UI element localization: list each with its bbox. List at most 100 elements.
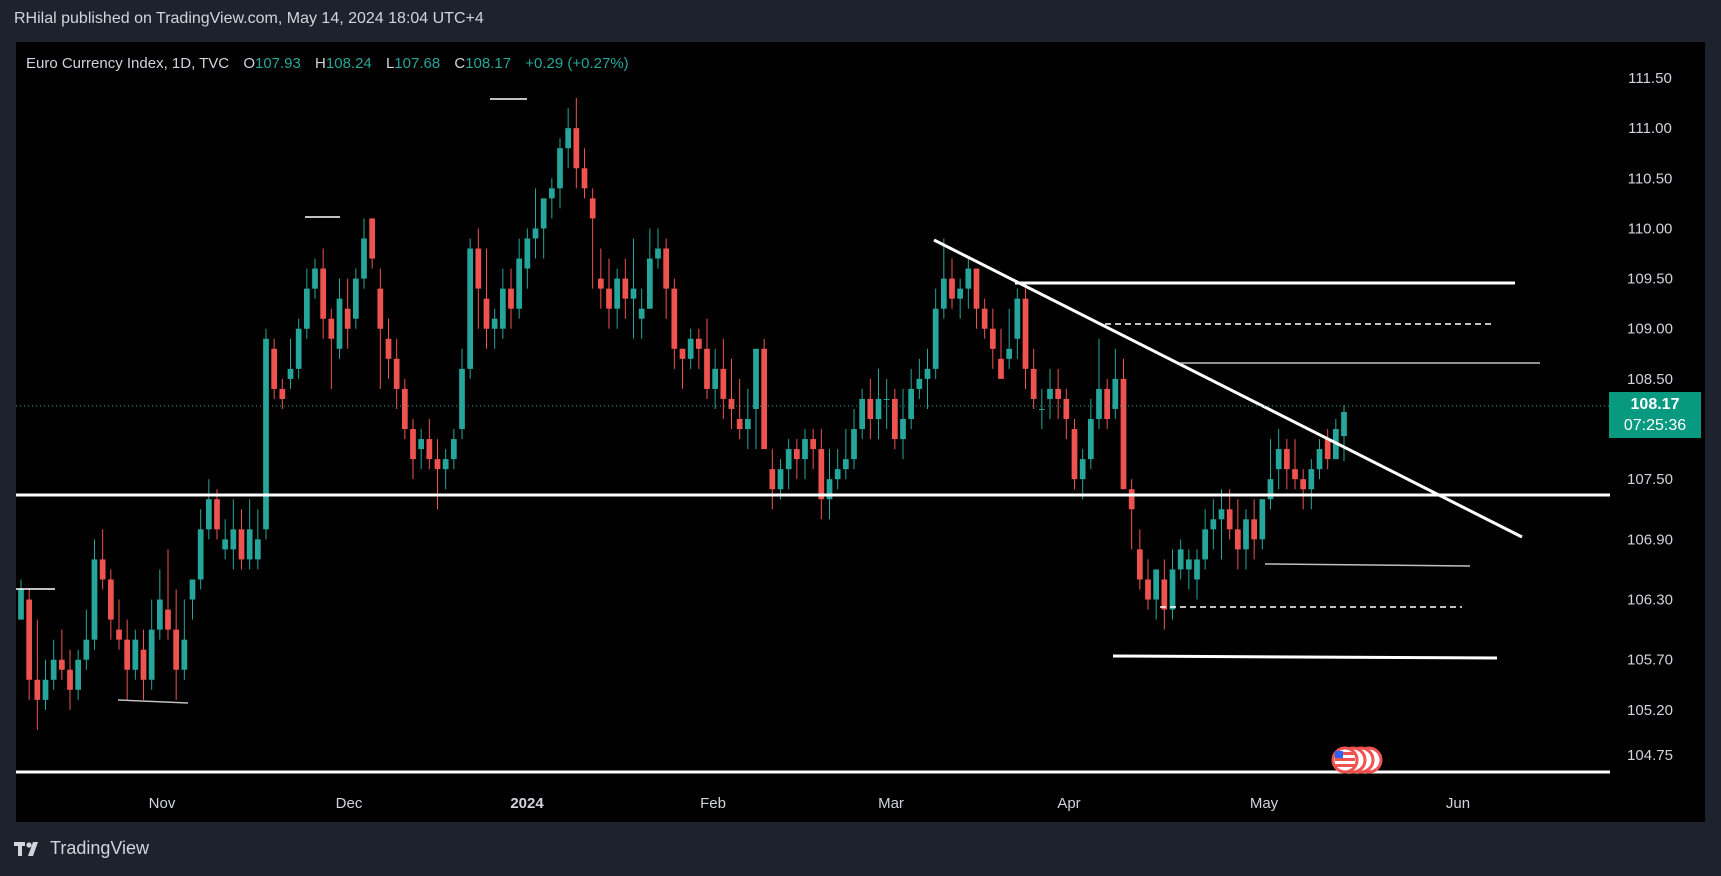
candle-body (67, 669, 73, 690)
candle (426, 419, 433, 470)
us-flag-stripes (1335, 752, 1355, 755)
candle (34, 619, 41, 730)
economic-events[interactable] (1331, 746, 1383, 774)
candle-body (1275, 449, 1282, 470)
candle (1218, 489, 1225, 560)
candle-body (1104, 388, 1111, 420)
candle-body (1210, 519, 1217, 530)
symbol-name[interactable]: Euro Currency Index, 1D, TVC (26, 55, 230, 72)
candle-body (1153, 569, 1160, 600)
candle-body (352, 278, 359, 319)
low-marker-nov (117, 699, 189, 704)
candle (181, 599, 188, 680)
candle-body (622, 278, 629, 299)
candle-body (548, 188, 555, 199)
chart-pane[interactable] (16, 42, 1705, 822)
close-value: 108.17 (465, 55, 512, 72)
candle (124, 619, 131, 700)
candle (312, 258, 318, 299)
candle (418, 429, 425, 470)
candle (614, 268, 621, 329)
candle-body (336, 298, 343, 349)
candle-body (655, 248, 661, 259)
candle (1120, 358, 1127, 490)
candle (238, 509, 245, 570)
candle (1210, 499, 1217, 550)
candle-body (230, 529, 237, 550)
candle-body (1047, 388, 1053, 399)
candle-body (434, 459, 441, 470)
candle-body (761, 348, 768, 450)
candle (1047, 368, 1053, 420)
candle-body (834, 469, 841, 480)
candle (924, 348, 931, 409)
candle (908, 368, 915, 430)
candle (622, 258, 629, 319)
candle-body (42, 679, 49, 700)
candle-body (589, 198, 596, 219)
candle-body (1079, 459, 1086, 480)
candle-body (875, 398, 882, 420)
candle-body (1014, 298, 1021, 339)
price-tick-label: 107.50 (1627, 471, 1673, 488)
price-axis[interactable]: 111.50 111.00 110.50 110.00 109.50 109.00 108.… (1627, 70, 1673, 764)
time-tick-label: Nov (149, 795, 176, 812)
candle (320, 248, 327, 339)
candle (695, 328, 702, 369)
candle-body (271, 348, 278, 389)
candle-body (867, 398, 874, 420)
candle-body (99, 559, 106, 580)
candle (687, 328, 694, 369)
candle-body (34, 679, 41, 700)
candle (107, 569, 114, 640)
footer-brand[interactable]: TradingView (14, 838, 149, 859)
candle (769, 449, 776, 510)
thin-level-lower (1264, 563, 1471, 567)
time-axis[interactable]: Nov Dec 2024 Feb Mar Apr May Jun (149, 795, 1470, 812)
candle-body (908, 388, 915, 420)
candle-body (663, 248, 670, 289)
candle-body (361, 238, 367, 279)
candle (1234, 499, 1241, 570)
candle (597, 248, 604, 309)
price-tick-label: 109.00 (1627, 321, 1673, 338)
candle-body (467, 248, 474, 369)
candle (1145, 559, 1151, 610)
candle (459, 348, 465, 440)
candle-body (287, 368, 294, 379)
candle-body (1177, 549, 1184, 570)
candle-body (1136, 549, 1143, 580)
candle-body (75, 659, 82, 690)
candle (916, 358, 923, 399)
candle-body (295, 328, 302, 369)
candle (875, 368, 882, 440)
time-tick-label: Dec (336, 795, 363, 812)
candle-body (491, 318, 498, 329)
candle-body (148, 629, 155, 680)
candle (1153, 569, 1160, 620)
candle (401, 378, 408, 440)
candle (271, 338, 278, 399)
candle-body (1226, 509, 1233, 530)
candle-body (1202, 529, 1209, 560)
candle (1128, 479, 1135, 550)
open-label: O (243, 55, 255, 72)
candle (1022, 288, 1029, 389)
candle-body (173, 629, 180, 670)
candle (1308, 459, 1315, 510)
candle-body (1169, 569, 1176, 610)
candle-body (26, 599, 33, 680)
candle (91, 539, 98, 650)
candle (303, 268, 310, 339)
candle (973, 268, 980, 329)
candle (165, 549, 171, 640)
candle (140, 629, 147, 700)
candle (1014, 288, 1021, 359)
candle (638, 288, 645, 339)
candle-body (475, 248, 482, 289)
price-tick-label: 106.90 (1627, 531, 1673, 548)
candle-body (1267, 479, 1274, 500)
symbol-legend[interactable]: Euro Currency Index, 1D, TVC O107.93 H10… (26, 55, 629, 72)
candle-body (826, 479, 833, 500)
